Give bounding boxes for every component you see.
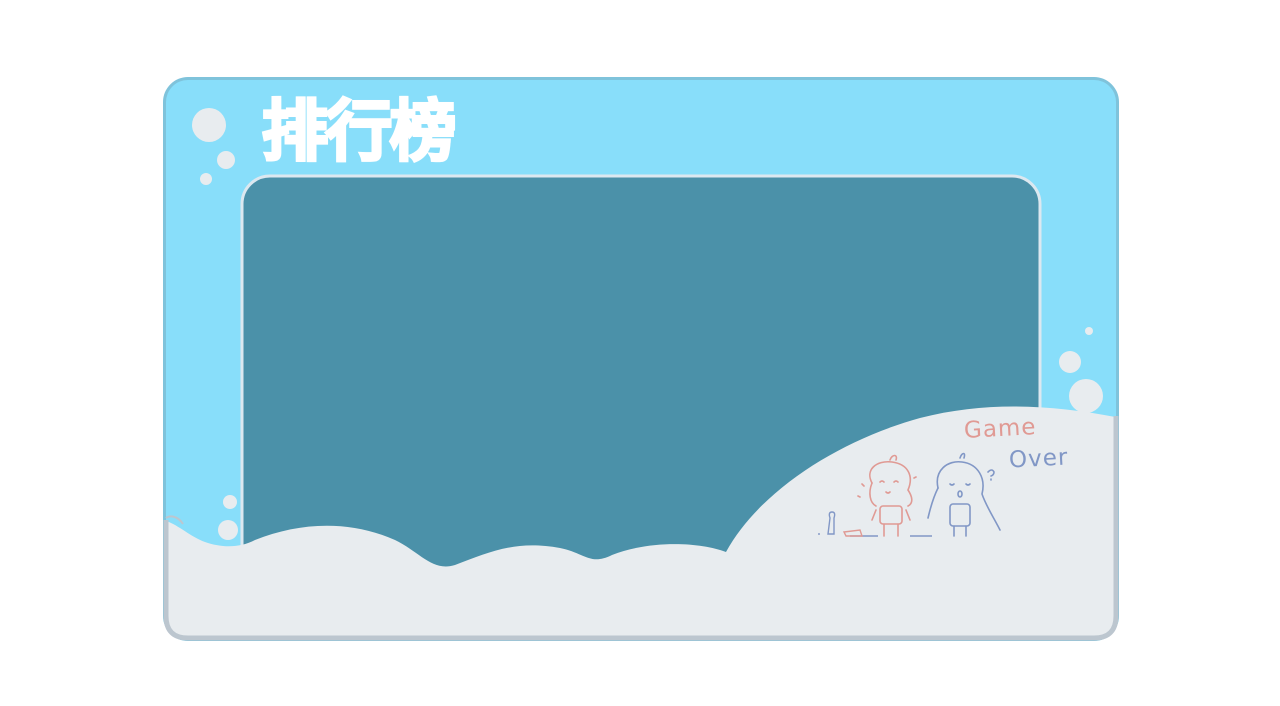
bubble-large	[1069, 379, 1103, 413]
sketch-item	[842, 529, 863, 537]
game-over-text-over: Over	[1008, 444, 1069, 474]
cloud-edge	[165, 515, 184, 525]
sketch-ground	[818, 511, 932, 537]
bubble-large	[192, 108, 226, 142]
game-over-text-game: Game	[963, 414, 1038, 444]
cloud-frame-border	[163, 416, 1119, 641]
leaderboard-title: 排行榜	[261, 92, 458, 172]
bubble-medium	[217, 151, 235, 169]
bubble-medium	[1059, 351, 1081, 373]
cloud-ground	[166, 406, 1116, 638]
bubble-small	[200, 173, 212, 185]
chibi-characters-illustration	[818, 452, 1001, 537]
bubble-tiny	[1085, 327, 1093, 335]
bubble-small	[223, 495, 237, 509]
blue-chibi-girl	[927, 452, 1001, 537]
pink-chibi-girl	[857, 454, 917, 537]
bubble-medium	[218, 520, 238, 540]
